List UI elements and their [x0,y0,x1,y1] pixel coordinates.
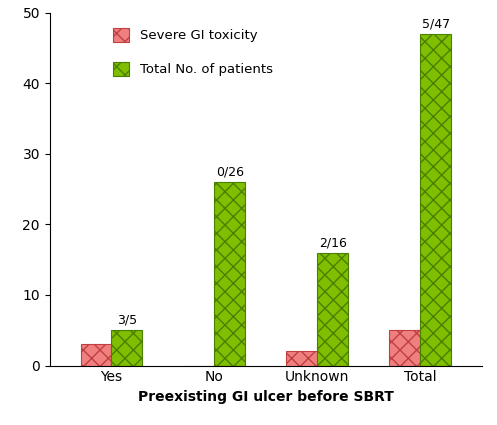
Text: 2/16: 2/16 [319,236,347,249]
Bar [111,330,142,366]
Text: 5/47: 5/47 [421,17,450,31]
Bar [214,182,246,366]
Bar [318,252,348,366]
Text: 3/5: 3/5 [117,314,137,327]
Bar [390,330,420,366]
Legend: Severe GI toxicity, Total No. of patients: Severe GI toxicity, Total No. of patient… [108,23,278,82]
Bar [286,351,318,366]
X-axis label: Preexisting GI ulcer before SBRT: Preexisting GI ulcer before SBRT [138,390,394,404]
Text: 0/26: 0/26 [216,166,244,178]
Bar [81,344,111,366]
Bar [420,34,451,366]
